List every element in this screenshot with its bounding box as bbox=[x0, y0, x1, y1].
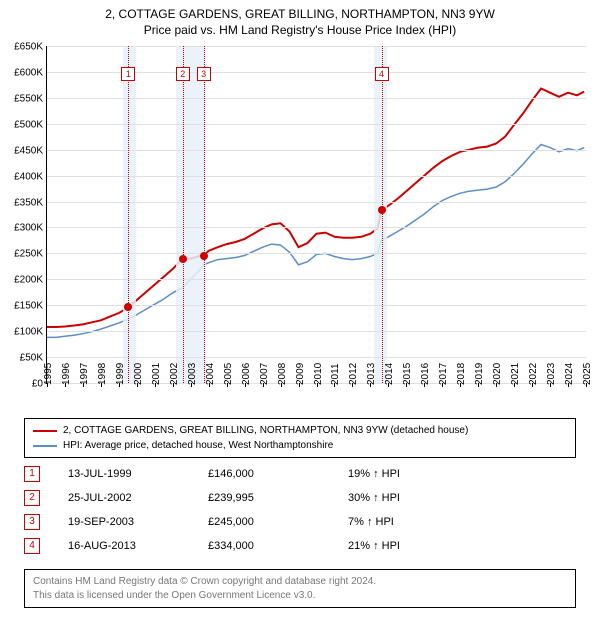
x-tick-label: 2016 bbox=[420, 363, 431, 385]
x-tick-label: 1995 bbox=[43, 363, 54, 385]
x-tick-label: 2019 bbox=[474, 363, 485, 385]
y-tick-label: £150K bbox=[14, 301, 47, 312]
footer-line2: This data is licensed under the Open Gov… bbox=[33, 589, 567, 603]
price-chart: £0£50K£100K£150K£200K£250K£300K£350K£400… bbox=[46, 46, 586, 384]
x-tick-label: 2008 bbox=[277, 363, 288, 385]
x-tick-label: 2013 bbox=[366, 363, 377, 385]
sales-row-pct: 19% ↑ HPI bbox=[348, 468, 576, 480]
y-tick-label: £250K bbox=[14, 249, 47, 260]
x-tick-label: 2005 bbox=[223, 363, 234, 385]
legend-label-hpi: HPI: Average price, detached house, West… bbox=[63, 438, 333, 453]
legend-swatch-hpi bbox=[33, 445, 57, 447]
footer-line1: Contains HM Land Registry data © Crown c… bbox=[33, 575, 567, 589]
sales-row: 4 16-AUG-2013£334,00021% ↑ HPI bbox=[24, 534, 576, 558]
sale-dot bbox=[124, 303, 132, 311]
sale-vline bbox=[382, 46, 383, 383]
sale-dot bbox=[179, 255, 187, 263]
legend-item-hpi: HPI: Average price, detached house, West… bbox=[33, 438, 567, 453]
x-tick-label: 2024 bbox=[564, 363, 575, 385]
x-tick-label: 1998 bbox=[97, 363, 108, 385]
y-tick-label: £200K bbox=[14, 275, 47, 286]
sale-marker-box: 1 bbox=[121, 67, 135, 81]
sales-row-date: 13-JUL-1999 bbox=[68, 468, 208, 480]
x-tick-label: 2001 bbox=[151, 363, 162, 385]
title-line1: 2, COTTAGE GARDENS, GREAT BILLING, NORTH… bbox=[10, 6, 590, 22]
y-tick-label: £550K bbox=[14, 93, 47, 104]
x-tick-label: 2003 bbox=[187, 363, 198, 385]
y-tick-label: £400K bbox=[14, 171, 47, 182]
x-tick-label: 2006 bbox=[241, 363, 252, 385]
chart-shade bbox=[176, 46, 206, 383]
x-tick-label: 2020 bbox=[492, 363, 503, 385]
sale-vline bbox=[128, 46, 129, 383]
x-tick-label: 2004 bbox=[205, 363, 216, 385]
chart-shade bbox=[123, 46, 136, 383]
sale-marker-box: 3 bbox=[197, 67, 211, 81]
sales-row-marker: 2 bbox=[24, 490, 40, 506]
legend-label-property: 2, COTTAGE GARDENS, GREAT BILLING, NORTH… bbox=[63, 423, 468, 438]
sales-row-marker: 4 bbox=[24, 538, 40, 554]
sale-vline bbox=[204, 46, 205, 383]
sales-row-pct: 7% ↑ HPI bbox=[348, 516, 576, 528]
x-tick-label: 2022 bbox=[528, 363, 539, 385]
sale-marker-box: 2 bbox=[176, 67, 190, 81]
sale-dot bbox=[200, 252, 208, 260]
x-tick-label: 2007 bbox=[259, 363, 270, 385]
title-line2: Price paid vs. HM Land Registry's House … bbox=[10, 22, 590, 38]
x-tick-label: 1997 bbox=[79, 363, 90, 385]
sales-row-date: 16-AUG-2013 bbox=[68, 540, 208, 552]
y-tick-label: £600K bbox=[14, 67, 47, 78]
x-tick-label: 2000 bbox=[133, 363, 144, 385]
x-tick-label: 2014 bbox=[384, 363, 395, 385]
chart-title-block: 2, COTTAGE GARDENS, GREAT BILLING, NORTH… bbox=[0, 0, 600, 40]
sales-row: 1 13-JUL-1999£146,00019% ↑ HPI bbox=[24, 462, 576, 486]
sales-row: 3 19-SEP-2003£245,0007% ↑ HPI bbox=[24, 510, 576, 534]
sales-row-date: 25-JUL-2002 bbox=[68, 492, 208, 504]
y-tick-label: £300K bbox=[14, 223, 47, 234]
x-tick-label: 2023 bbox=[546, 363, 557, 385]
sales-row-price: £334,000 bbox=[208, 540, 348, 552]
sale-marker-box: 4 bbox=[375, 67, 389, 81]
sales-row-price: £239,995 bbox=[208, 492, 348, 504]
x-tick-label: 2018 bbox=[456, 363, 467, 385]
sales-row-pct: 21% ↑ HPI bbox=[348, 540, 576, 552]
sales-row-marker: 3 bbox=[24, 514, 40, 530]
x-tick-label: 2017 bbox=[438, 363, 449, 385]
y-tick-label: £100K bbox=[14, 327, 47, 338]
legend-swatch-property bbox=[33, 430, 57, 432]
x-tick-label: 2012 bbox=[348, 363, 359, 385]
x-tick-label: 2015 bbox=[402, 363, 413, 385]
x-tick-label: 2025 bbox=[582, 363, 593, 385]
x-tick-label: 2009 bbox=[295, 363, 306, 385]
sale-dot bbox=[378, 206, 386, 214]
y-tick-label: £650K bbox=[14, 42, 47, 53]
legend-item-property: 2, COTTAGE GARDENS, GREAT BILLING, NORTH… bbox=[33, 423, 567, 438]
sales-row-price: £245,000 bbox=[208, 516, 348, 528]
x-tick-label: 1999 bbox=[115, 363, 126, 385]
x-tick-label: 2021 bbox=[510, 363, 521, 385]
y-tick-label: £350K bbox=[14, 197, 47, 208]
x-tick-label: 2011 bbox=[330, 363, 341, 385]
x-tick-label: 1996 bbox=[61, 363, 72, 385]
sales-row-marker: 1 bbox=[24, 466, 40, 482]
y-tick-label: £500K bbox=[14, 119, 47, 130]
x-tick-label: 2010 bbox=[313, 363, 324, 385]
x-tick-label: 2002 bbox=[169, 363, 180, 385]
chart-legend: 2, COTTAGE GARDENS, GREAT BILLING, NORTH… bbox=[24, 418, 576, 458]
footer-attribution: Contains HM Land Registry data © Crown c… bbox=[24, 569, 576, 608]
y-tick-label: £450K bbox=[14, 145, 47, 156]
sales-table: 1 13-JUL-1999£146,00019% ↑ HPI 2 25-JUL-200… bbox=[24, 462, 576, 558]
sales-row-pct: 30% ↑ HPI bbox=[348, 492, 576, 504]
sales-row-date: 19-SEP-2003 bbox=[68, 516, 208, 528]
sale-vline bbox=[183, 46, 184, 383]
sales-row: 2 25-JUL-2002£239,99530% ↑ HPI bbox=[24, 486, 576, 510]
sales-row-price: £146,000 bbox=[208, 468, 348, 480]
